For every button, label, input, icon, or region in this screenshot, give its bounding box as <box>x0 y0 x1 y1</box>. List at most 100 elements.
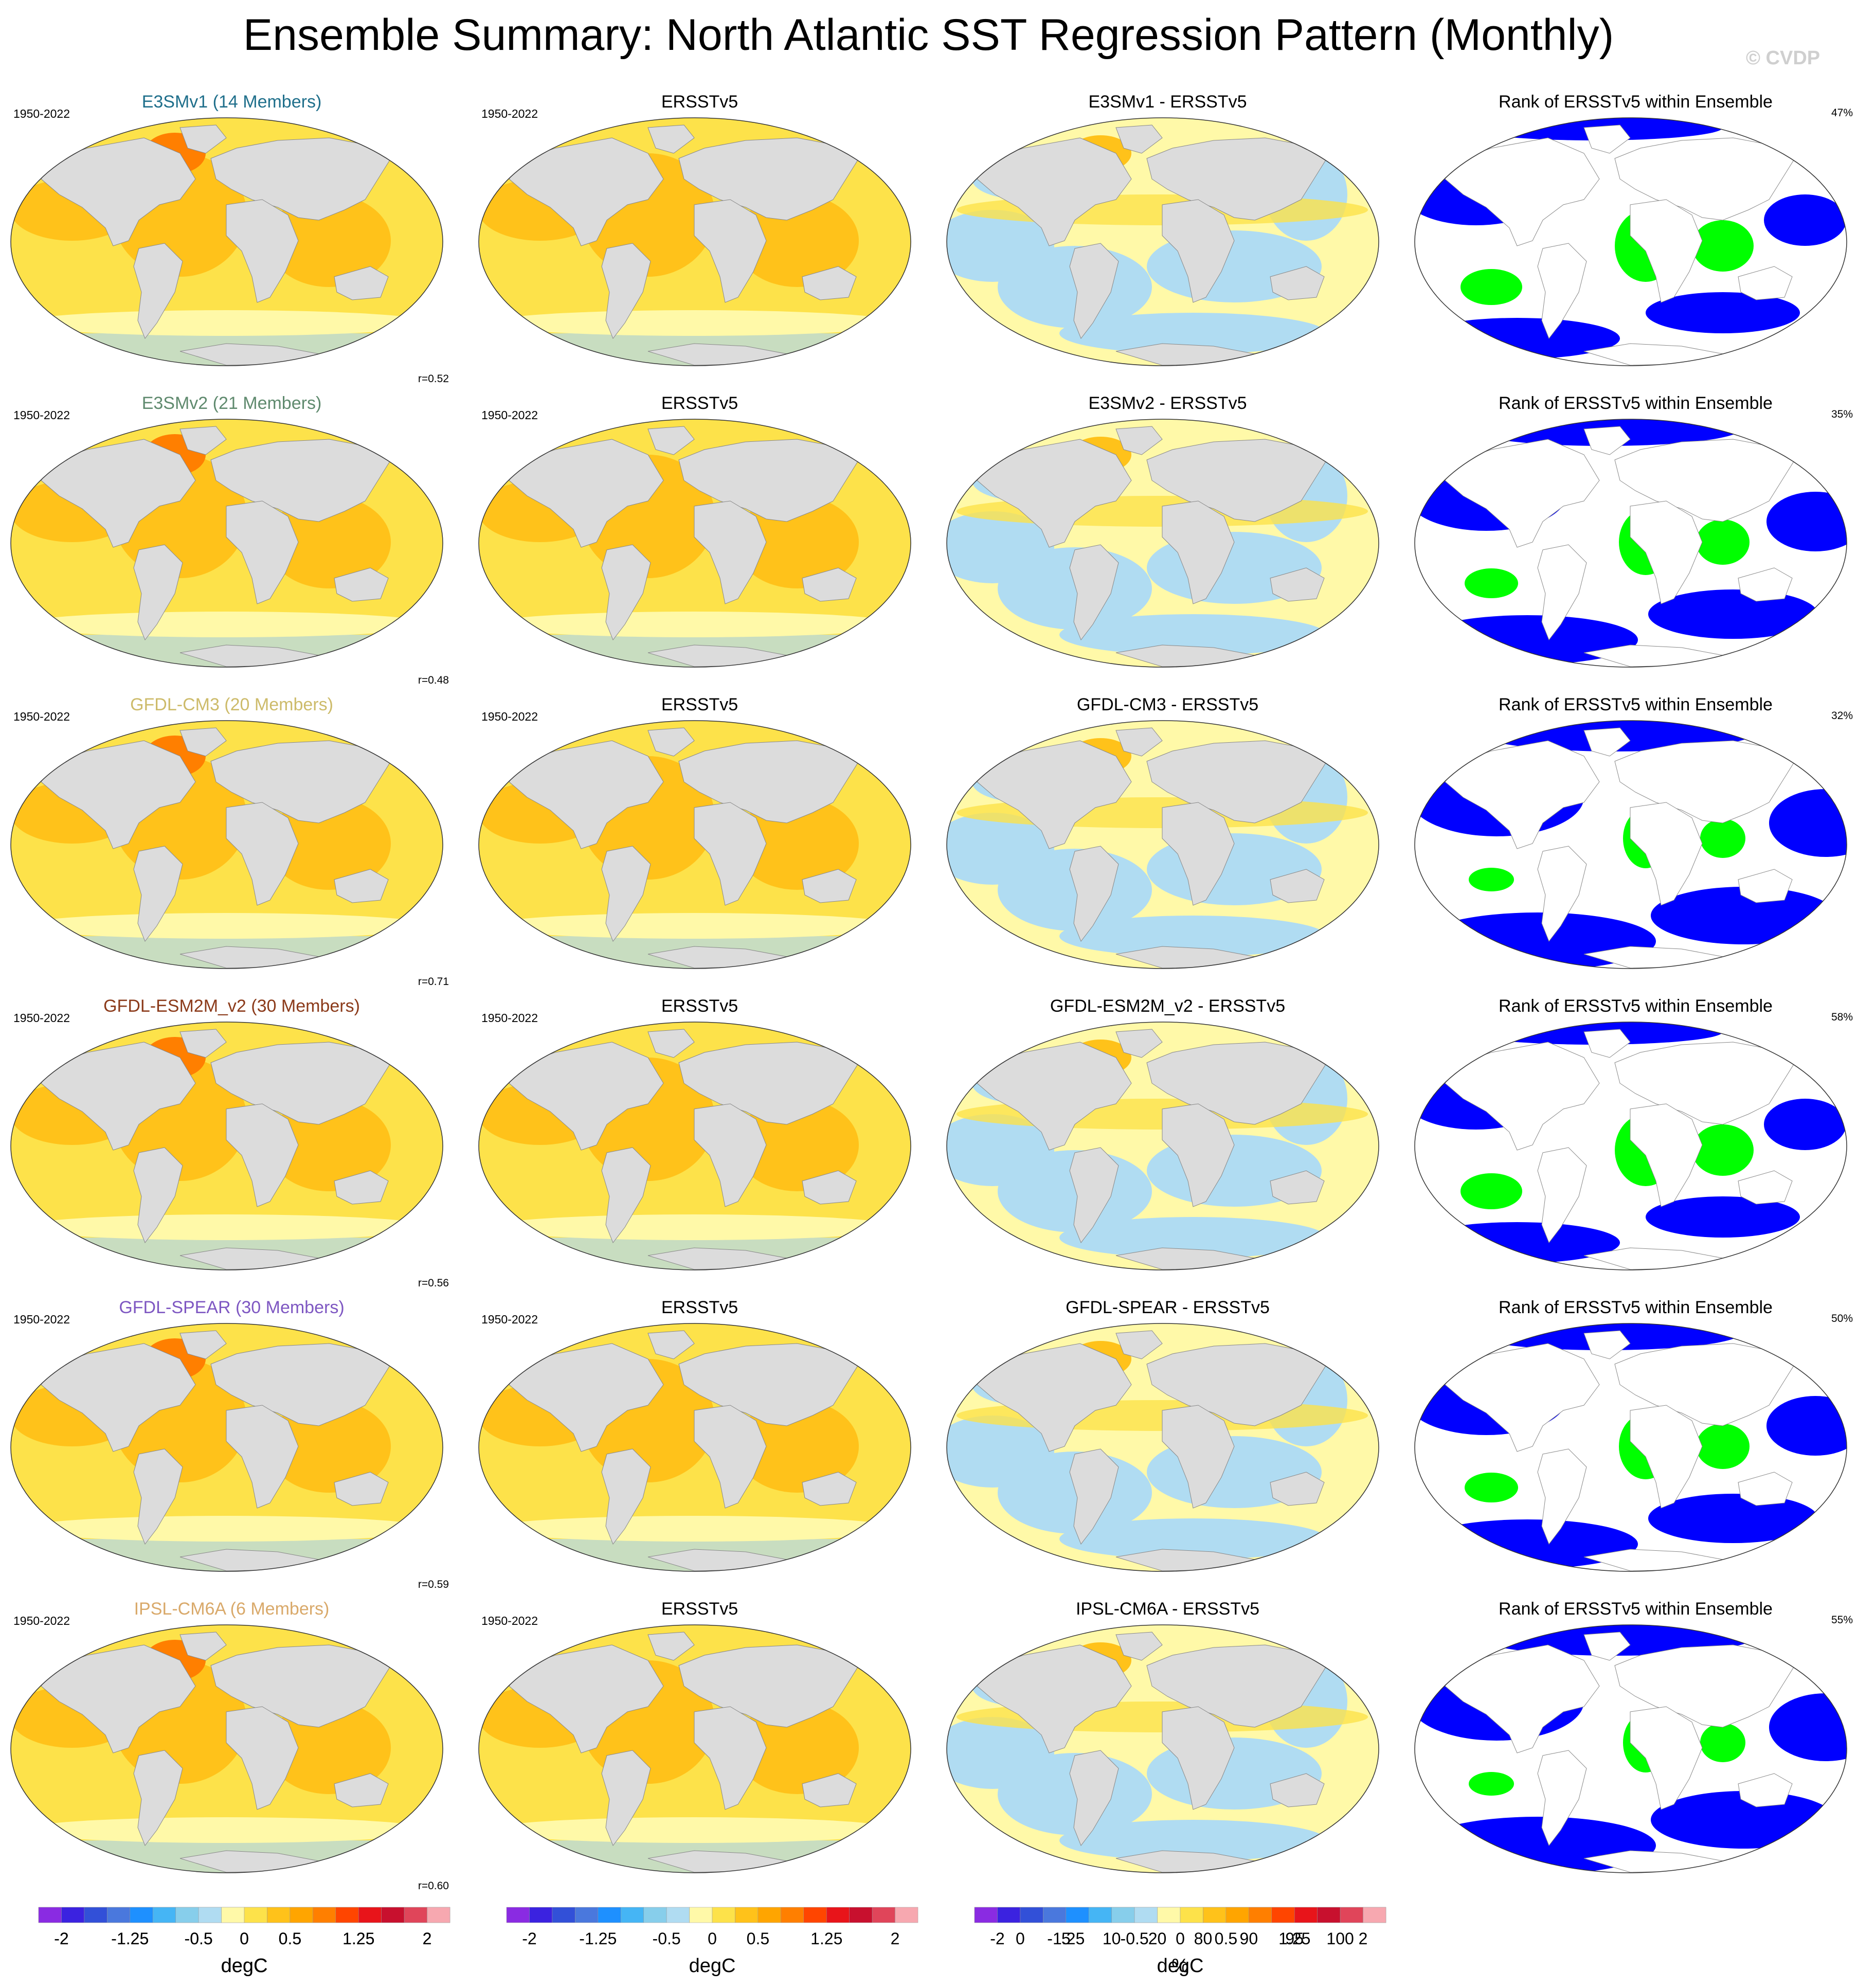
panel-observations: ERSSTv5 1950-2022 <box>472 393 927 694</box>
colorbar-swatch <box>244 1907 267 1923</box>
map-obs <box>478 1624 911 1873</box>
land-mask <box>210 1042 391 1125</box>
land-mask <box>1445 1644 1600 1753</box>
colorbar-tick-label: -1.25 <box>1047 1929 1085 1948</box>
colorbar-swatch <box>1088 1907 1112 1923</box>
land-mask <box>210 1343 391 1426</box>
colorbar-swatch <box>358 1907 382 1923</box>
high-rank-region <box>1692 220 1754 272</box>
colorbar-swatch <box>84 1907 107 1923</box>
colorbar-unit: degC <box>221 1955 268 1977</box>
land-mask <box>509 1644 664 1753</box>
land-mask <box>694 199 767 303</box>
land-mask <box>1537 243 1587 339</box>
land-mask <box>694 1405 767 1509</box>
land-mask <box>179 1632 227 1661</box>
map-rank <box>1414 1022 1847 1270</box>
land-mask <box>334 1773 389 1807</box>
panel-difference: E3SMv2 - ERSSTv5 <box>940 393 1395 694</box>
land-mask <box>41 137 196 246</box>
period-label: 1950-2022 <box>481 408 538 422</box>
land-mask <box>647 1632 695 1661</box>
land-mask <box>179 1029 227 1058</box>
pattern-correlation: r=0.56 <box>418 1277 449 1289</box>
land-mask <box>694 1706 767 1810</box>
land-mask <box>1270 1773 1325 1807</box>
period-label: 1950-2022 <box>13 107 70 120</box>
colorbar-swatch <box>1066 1907 1089 1923</box>
high-rank-region <box>1700 819 1745 858</box>
colorbar-tick-label: 1.25 <box>342 1929 374 1948</box>
map-obs <box>478 1323 911 1572</box>
land-mask <box>1537 1147 1587 1244</box>
colorbar-tick-label: -2 <box>522 1929 536 1948</box>
colorbar-tick-label: 1.25 <box>1278 1929 1310 1948</box>
colorbar-sst-0: -2 -1.25 -0.5 0 0.5 1.25 2 degC <box>26 1903 463 1980</box>
negative-anomaly <box>1059 313 1327 354</box>
land-mask <box>601 1750 651 1847</box>
panel-title: ERSSTv5 <box>661 996 738 1016</box>
map-rank <box>1414 720 1847 969</box>
map-obs <box>478 117 911 366</box>
colorbar-swatch <box>1249 1907 1272 1923</box>
land-mask <box>226 199 299 303</box>
land-mask <box>1270 1472 1325 1506</box>
panel-title: GFDL-CM3 - ERSSTv5 <box>1076 695 1259 714</box>
land-mask <box>210 137 391 221</box>
colorbar-swatch <box>267 1907 291 1923</box>
land-mask <box>509 1042 664 1151</box>
colorbar-swatch <box>130 1907 153 1923</box>
colorbar-swatch <box>335 1907 359 1923</box>
colorbar-tick-label: 10 <box>1103 1929 1121 1948</box>
colorbar-tick-label: 2 <box>1359 1929 1368 1948</box>
colorbar-tick-label: 2 <box>891 1929 900 1948</box>
panel-model-mean: E3SMv1 (14 Members) 1950-2022 r=0.52 <box>4 92 459 392</box>
colorbar-swatch <box>175 1907 199 1923</box>
land-mask <box>678 137 859 221</box>
colorbar-tick-label: 0 <box>708 1929 717 1948</box>
land-mask <box>601 1448 651 1545</box>
panel-difference: GFDL-CM3 - ERSSTv5 <box>940 694 1395 995</box>
land-mask <box>647 124 695 154</box>
map-model <box>10 117 443 366</box>
high-rank-region <box>1692 1124 1754 1176</box>
panel-observations: ERSSTv5 1950-2022 <box>472 694 927 995</box>
land-mask <box>1069 544 1119 641</box>
land-mask <box>133 846 183 942</box>
colorbar-swatch <box>313 1907 336 1923</box>
colorbar-swatch <box>575 1907 599 1923</box>
period-label: 1950-2022 <box>481 1313 538 1326</box>
colorbar-tick-label: -0.5 <box>185 1929 213 1948</box>
map-model <box>10 419 443 668</box>
map-diff <box>946 1323 1379 1572</box>
colorbar-swatch <box>895 1907 918 1923</box>
colorbar-unit: degC <box>689 1955 736 1977</box>
land-mask <box>334 567 389 602</box>
colorbar-tick-label: 100 <box>1326 1929 1354 1948</box>
land-mask <box>1146 1343 1327 1426</box>
colorbar-tick-label: 2 <box>423 1929 432 1948</box>
land-mask <box>1162 500 1235 604</box>
land-mask <box>1115 1330 1163 1359</box>
high-rank-region <box>1700 1723 1745 1762</box>
panel-title: GFDL-SPEAR (30 Members) <box>119 1298 345 1317</box>
colorbar-tick-label: -0.5 <box>1121 1929 1149 1948</box>
colorbar-tick-label: 0.5 <box>279 1929 301 1948</box>
land-mask <box>1738 567 1793 602</box>
land-mask <box>802 1773 857 1807</box>
negative-anomaly <box>1059 1518 1327 1560</box>
land-mask <box>1445 740 1600 849</box>
land-mask <box>1630 1405 1703 1509</box>
panel-model-mean: GFDL-CM3 (20 Members) 1950-2022 r=0.71 <box>4 694 459 995</box>
land-mask <box>1583 426 1631 455</box>
land-mask <box>133 1147 183 1244</box>
colorbar-swatch <box>997 1907 1021 1923</box>
panel-title: Rank of ERSSTv5 within Ensemble <box>1499 996 1773 1016</box>
colorbar-tick-label: -2 <box>54 1929 68 1948</box>
land-mask <box>601 846 651 942</box>
colorbar-tick-label: 95 <box>1285 1929 1304 1948</box>
high-rank-region <box>1696 520 1750 565</box>
colorbar-swatch <box>1271 1907 1295 1923</box>
pattern-correlation: r=0.48 <box>418 674 449 686</box>
land-mask <box>226 500 299 604</box>
